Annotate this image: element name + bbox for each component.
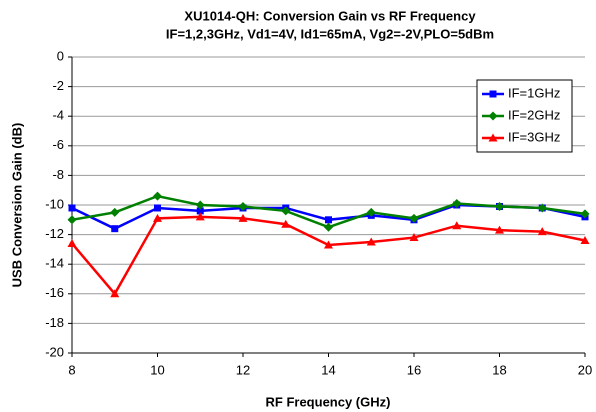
- marker: [495, 201, 504, 211]
- x-tick-label: 8: [68, 362, 75, 377]
- y-tick-label: -14: [45, 256, 64, 271]
- marker: [110, 207, 120, 217]
- marker: [537, 227, 547, 236]
- marker: [281, 206, 291, 216]
- marker: [495, 225, 504, 234]
- y-tick-label: -18: [45, 315, 64, 330]
- marker: [67, 215, 77, 225]
- y-tick-label: -2: [52, 78, 64, 93]
- marker: [409, 213, 419, 223]
- marker: [488, 133, 498, 142]
- marker: [238, 201, 248, 211]
- marker: [281, 219, 291, 228]
- marker: [68, 204, 76, 212]
- marker: [153, 191, 162, 201]
- marker: [580, 236, 590, 245]
- marker: [488, 111, 498, 121]
- y-tick-label: -8: [52, 167, 64, 182]
- y-tick-label: -10: [45, 196, 64, 211]
- marker: [196, 207, 204, 215]
- chart-subtitle: IF=1,2,3GHz, Vd1=4V, Id1=65mA, Vg2=-2V,P…: [166, 26, 494, 41]
- legend-label: IF=3GHz: [508, 129, 560, 144]
- legend-label: IF=2GHz: [508, 107, 560, 122]
- marker: [324, 240, 333, 249]
- marker: [154, 204, 161, 212]
- x-tick-label: 10: [150, 362, 164, 377]
- marker: [580, 209, 590, 219]
- x-tick-label: 20: [578, 362, 592, 377]
- marker: [409, 233, 419, 242]
- x-tick-label: 18: [492, 362, 506, 377]
- marker: [366, 237, 376, 246]
- y-axis-label: USB Conversion Gain (dB): [9, 123, 24, 288]
- y-tick-label: -12: [45, 226, 64, 241]
- marker: [366, 207, 376, 217]
- x-axis-label: RF Frequency (GHz): [266, 394, 391, 409]
- y-tick-label: -6: [52, 137, 64, 152]
- x-tick-label: 14: [321, 362, 335, 377]
- marker: [452, 221, 462, 230]
- marker: [489, 90, 497, 98]
- marker: [67, 238, 77, 247]
- marker: [452, 199, 462, 209]
- y-tick-label: -4: [52, 108, 64, 123]
- marker: [153, 213, 162, 222]
- marker: [111, 225, 119, 233]
- marker: [325, 216, 332, 224]
- y-tick-label: 0: [57, 48, 64, 63]
- marker: [324, 222, 333, 232]
- marker: [195, 200, 205, 210]
- marker: [238, 213, 248, 222]
- chart-title: XU1014-QH: Conversion Gain vs RF Frequen…: [184, 8, 476, 23]
- marker: [110, 289, 120, 298]
- marker: [537, 203, 547, 213]
- legend-label: IF=1GHz: [508, 85, 560, 100]
- y-tick-label: -20: [45, 344, 64, 359]
- marker: [195, 212, 205, 221]
- x-tick-label: 12: [236, 362, 250, 377]
- y-tick-label: -16: [45, 285, 64, 300]
- x-tick-label: 16: [407, 362, 421, 377]
